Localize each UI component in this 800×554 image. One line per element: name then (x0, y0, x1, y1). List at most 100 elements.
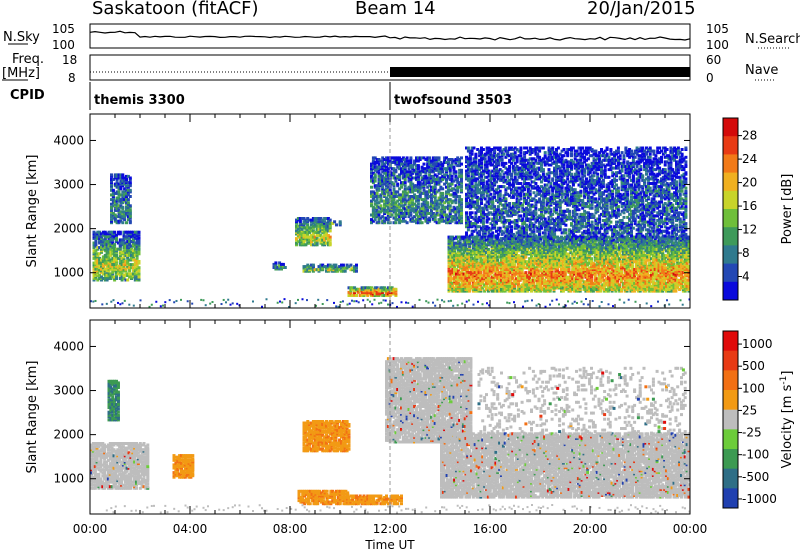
range-cell (101, 240, 105, 243)
range-cell (115, 202, 119, 206)
range-cell (400, 168, 403, 172)
range-cell (96, 278, 100, 282)
range-cell (449, 254, 453, 258)
range-cell (430, 196, 433, 200)
range-cell (122, 250, 126, 254)
range-cell (456, 281, 460, 285)
range-cell (323, 230, 327, 234)
range-cell (115, 272, 118, 276)
range-cell (101, 255, 105, 259)
range-cell (454, 162, 458, 166)
range-cell (343, 269, 347, 273)
range-cell (420, 156, 424, 160)
range-cell (131, 233, 135, 237)
range-cell (430, 176, 433, 180)
range-cell (311, 218, 315, 222)
range-cell (447, 278, 451, 282)
range-cell (371, 215, 375, 219)
range-cell (308, 230, 312, 234)
range-cell (370, 174, 373, 178)
range-cell (447, 264, 451, 268)
range-cell (328, 241, 332, 245)
range-cell (394, 168, 398, 172)
range-cell (101, 258, 105, 262)
range-cell (137, 236, 141, 240)
range-cell (415, 188, 418, 192)
range-cell (428, 176, 432, 180)
range-cell (105, 272, 109, 276)
range-cell (422, 170, 426, 174)
range-cell (460, 201, 463, 205)
range-cell (453, 281, 457, 285)
range-cell (388, 294, 392, 297)
range-cell (131, 258, 135, 262)
range-cell (120, 250, 124, 254)
range-cell (424, 201, 428, 205)
range-cell (298, 238, 302, 242)
range-cell (111, 249, 115, 253)
range-cell (411, 187, 415, 191)
range-cell (422, 167, 426, 171)
range-cell (398, 173, 402, 177)
range-cell (111, 190, 115, 194)
range-cell (445, 213, 448, 217)
range-cell (135, 247, 139, 251)
range-cell (375, 201, 379, 205)
range-cell (302, 217, 306, 220)
range-cell (130, 263, 133, 267)
range-cell (126, 278, 130, 282)
range-cell (130, 250, 133, 254)
range-cell (358, 287, 362, 291)
range-cell (433, 156, 437, 160)
range-cell (460, 162, 463, 166)
range-cell (133, 241, 137, 245)
range-cell (400, 162, 403, 166)
range-cell (325, 237, 328, 241)
range-cell (448, 164, 452, 168)
range-cell (130, 247, 133, 251)
range-cell (413, 215, 417, 219)
range-cell (386, 286, 390, 290)
range-cell (411, 185, 415, 189)
range-cell (453, 237, 457, 241)
range-cell (115, 258, 118, 262)
range-cell (460, 184, 463, 188)
range-cell (450, 158, 454, 161)
range-cell (333, 220, 337, 224)
range-cell (381, 207, 385, 211)
range-cell (113, 204, 117, 208)
range-cell (304, 235, 308, 239)
range-cell (447, 271, 451, 275)
range-cell (319, 223, 323, 227)
range-cell (120, 275, 124, 279)
range-cell (401, 212, 405, 215)
range-cell (435, 162, 439, 166)
range-cell (302, 269, 306, 273)
range-cell (418, 181, 422, 185)
range-cell (458, 219, 462, 223)
range-cell (379, 286, 383, 290)
range-cell (313, 217, 317, 220)
range-cell (455, 280, 458, 284)
range-cell (426, 196, 430, 200)
range-cell (101, 232, 105, 236)
range-cell (407, 179, 411, 183)
range-cell (100, 240, 103, 243)
range-cell (386, 173, 390, 177)
range-cell (450, 201, 454, 205)
range-cell (105, 243, 109, 247)
range-cell (437, 198, 441, 202)
range-cell (431, 190, 435, 194)
range-cell (449, 249, 453, 253)
range-cell (401, 156, 405, 160)
range-cell (458, 168, 462, 172)
range-cell (317, 234, 321, 237)
range-cell (454, 198, 458, 202)
range-cell (125, 221, 128, 225)
range-cell (128, 240, 132, 243)
range-cell (401, 193, 405, 197)
range-cell (101, 277, 105, 280)
range-cell (618, 283, 622, 287)
range-cell (113, 182, 117, 186)
range-cell (439, 162, 443, 166)
